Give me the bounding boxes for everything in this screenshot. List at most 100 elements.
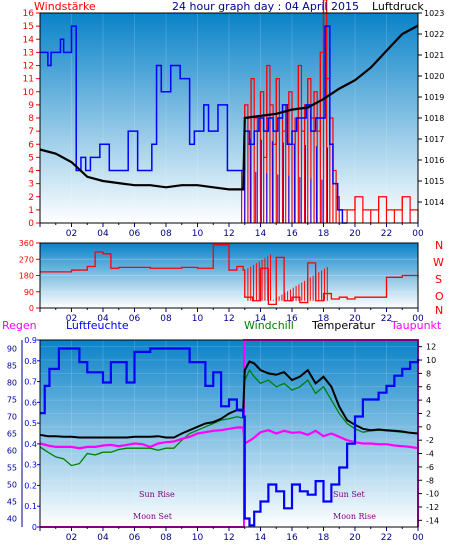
temperature-axis-label: 8 <box>426 369 431 378</box>
x-tick-label: 10 <box>192 314 204 324</box>
pressure-axis-label: 1014 <box>424 198 444 207</box>
dir-axis-label: 360 <box>19 239 34 248</box>
wind-direction-line <box>40 244 419 306</box>
pressure-axis-label: 1015 <box>424 177 444 186</box>
temperature-axis-label: 12 <box>426 343 436 352</box>
temperature-axis-label: -14 <box>426 516 439 525</box>
compass-n-bottom: N <box>435 304 444 317</box>
humidity-axis-label: 55 <box>7 464 17 473</box>
x-tick-label: 12 <box>223 314 234 324</box>
rain-label: Regen <box>2 319 37 332</box>
wind-axis-label: 13 <box>23 48 34 58</box>
wind-axis-label: 2 <box>28 193 34 203</box>
dir-axis-label: 180 <box>19 272 34 281</box>
wind-axis-label: 14 <box>23 35 35 45</box>
x-tick-label: 18 <box>318 314 330 324</box>
sun-rise-annotation: Sun Rise <box>139 490 175 499</box>
humidity-axis-label: 90 <box>7 345 17 354</box>
humidity-axis-label: 85 <box>7 362 17 371</box>
pressure-label: Luftdruck <box>372 0 424 13</box>
rain-axis-label: 0.7 <box>24 378 37 387</box>
x-tick-label: 16 <box>286 314 298 324</box>
pressure-axis-label: 1020 <box>424 72 444 81</box>
pressure-axis-label: 1018 <box>424 114 444 123</box>
dewpoint-series-line <box>39 426 419 450</box>
compass-o: O <box>435 290 444 303</box>
wind-axis-label: 16 <box>23 9 35 19</box>
wind-axis-label: 3 <box>28 180 34 190</box>
humidity-axis-label: 80 <box>7 379 17 388</box>
temperature-axis-label: 10 <box>426 356 436 365</box>
wind-strength-label: Windstärke <box>34 0 96 13</box>
x-tick-label: 12 <box>223 229 234 239</box>
wind-axis-label: 5 <box>28 153 34 163</box>
x-tick-label: 18 <box>318 229 330 239</box>
x-tick-label: 14 <box>255 314 267 324</box>
wind-axis-label: 1 <box>28 206 34 216</box>
temperature-axis-label: -8 <box>426 476 434 485</box>
humidity-axis-label: 70 <box>7 413 17 422</box>
pressure-axis-label: 1022 <box>424 30 444 39</box>
windchill-series-line <box>39 368 419 467</box>
humidity-axis-label: 60 <box>7 447 17 456</box>
temperature-axis-label: -2 <box>426 436 434 445</box>
wind-axis-label: 9 <box>28 101 34 111</box>
pressure-axis-label: 1023 <box>424 9 444 18</box>
moon-set-annotation: Moon Set <box>133 512 172 521</box>
temperature-axis-label: -12 <box>426 503 439 512</box>
wind-axis-label: 4 <box>28 167 34 177</box>
humidity-series-line <box>40 347 420 527</box>
temperature-axis-label: 0 <box>426 423 431 432</box>
x-tick-label: 10 <box>192 229 204 239</box>
temperature-axis-label: -4 <box>426 450 434 459</box>
rain-axis-label: 0.3 <box>24 461 37 470</box>
compass-w: W <box>433 256 444 269</box>
temperature-axis-label: 4 <box>426 396 431 405</box>
sun-set-annotation: Sun Set <box>333 490 365 499</box>
compass-n-top: N <box>435 239 444 252</box>
temperature-axis-label: 2 <box>426 409 431 418</box>
rain-axis-label: 0.8 <box>24 357 37 366</box>
x-tick-label: 22 <box>381 314 392 324</box>
rain-axis-label: 0.6 <box>24 398 37 407</box>
panel-border <box>39 339 419 528</box>
wind-axis-label: 6 <box>28 140 34 150</box>
pressure-axis-label: 1017 <box>424 135 444 144</box>
temperature-axis-label: -6 <box>426 463 434 472</box>
dir-axis-label: 0 <box>29 304 34 313</box>
dir-axis-label: 270 <box>19 255 34 264</box>
x-tick-label: 04 <box>97 229 109 239</box>
x-tick-label: 04 <box>97 533 109 543</box>
x-tick-label: 14 <box>255 229 267 239</box>
wind-series-line <box>40 25 348 224</box>
moon-rise-annotation: Moon Rise <box>333 512 376 521</box>
x-tick-label: 20 <box>349 314 361 324</box>
humidity-axis-label: 40 <box>7 515 17 524</box>
x-tick-label: 08 <box>160 314 172 324</box>
rain-axis-label: 0 <box>32 523 37 532</box>
rain-axis-label: 0.5 <box>24 419 37 428</box>
pressure-series-line <box>39 24 419 191</box>
x-tick-label: 08 <box>160 229 172 239</box>
humidity-axis-label: 45 <box>7 498 17 507</box>
panel-background <box>40 13 418 223</box>
wind-axis-label: 8 <box>28 114 34 124</box>
x-tick-label: 10 <box>192 533 204 543</box>
x-tick-label: 02 <box>66 533 77 543</box>
x-tick-label: 02 <box>66 314 77 324</box>
x-tick-label: 00 <box>412 533 424 543</box>
pressure-axis-label: 1021 <box>424 51 444 60</box>
x-tick-label: 00 <box>412 314 424 324</box>
x-tick-label: 06 <box>129 229 141 239</box>
humidity-axis-label: 75 <box>7 396 17 405</box>
wind-axis-label: 0 <box>28 219 34 229</box>
temperature-axis-label: -10 <box>426 490 439 499</box>
wind-axis-label: 12 <box>23 62 34 72</box>
x-tick-label: 00 <box>412 229 424 239</box>
pressure-axis-label: 1016 <box>424 156 444 165</box>
temperature-label: Temperatur <box>312 319 376 332</box>
x-tick-label: 02 <box>66 229 77 239</box>
temperature-axis-label: 6 <box>426 383 431 392</box>
